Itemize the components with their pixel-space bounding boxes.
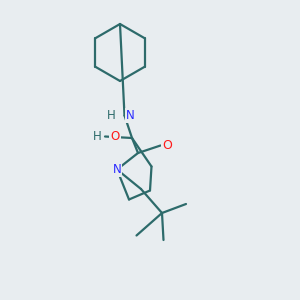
Text: N: N [112,163,122,176]
Text: O: O [110,130,120,143]
Text: O: O [162,139,172,152]
Text: N: N [126,109,135,122]
Text: H: H [107,109,116,122]
Text: H: H [93,130,102,143]
